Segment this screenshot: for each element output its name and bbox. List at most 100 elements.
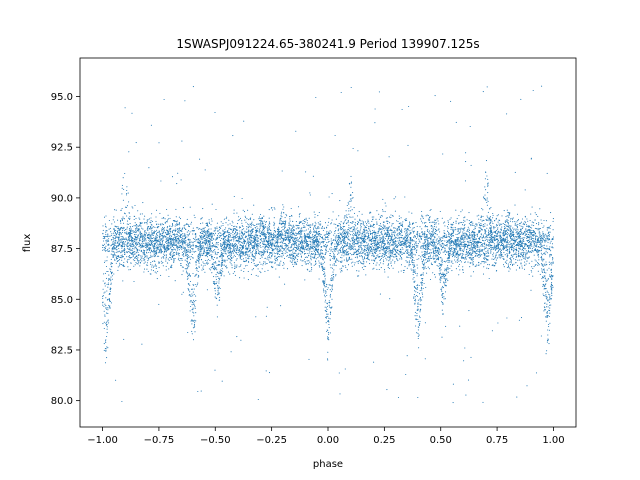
data-point	[193, 230, 195, 232]
data-point	[190, 320, 192, 322]
data-point	[109, 305, 111, 307]
data-point	[304, 260, 306, 263]
data-point	[348, 210, 350, 212]
data-point	[165, 269, 167, 271]
data-point	[256, 247, 258, 249]
data-point	[307, 252, 309, 255]
data-point	[227, 238, 230, 240]
data-point	[451, 256, 454, 258]
data-point	[517, 219, 519, 222]
data-point	[434, 233, 436, 235]
data-point	[137, 263, 139, 265]
data-point	[327, 319, 330, 322]
data-point	[541, 85, 543, 87]
data-point	[231, 239, 233, 241]
data-point	[252, 251, 254, 253]
data-point	[287, 235, 289, 237]
data-point	[242, 237, 244, 239]
data-point	[455, 121, 457, 123]
data-point	[516, 221, 518, 223]
data-point	[469, 254, 472, 256]
data-point	[283, 228, 286, 230]
data-point	[487, 231, 490, 233]
data-point	[133, 238, 135, 240]
data-point	[162, 224, 164, 226]
data-point	[344, 251, 346, 253]
data-point	[114, 258, 116, 260]
data-point	[315, 263, 317, 265]
data-point	[409, 264, 411, 266]
data-point	[234, 264, 236, 266]
data-point	[538, 231, 540, 233]
data-point	[323, 261, 326, 263]
data-point	[347, 264, 350, 266]
data-point	[397, 249, 399, 251]
data-point	[260, 251, 262, 253]
data-point	[326, 230, 328, 232]
data-point	[484, 239, 487, 241]
data-point	[132, 248, 134, 250]
data-point	[129, 218, 131, 221]
data-point	[485, 160, 488, 162]
data-point	[309, 229, 312, 231]
data-point	[447, 271, 450, 273]
data-point	[230, 248, 232, 250]
data-point	[154, 238, 156, 240]
data-point	[216, 246, 218, 249]
data-point	[236, 264, 238, 266]
data-point	[193, 293, 195, 295]
data-point	[522, 253, 525, 255]
data-point	[302, 246, 304, 248]
data-point	[486, 215, 488, 217]
data-point	[238, 241, 240, 243]
data-point	[250, 232, 253, 235]
data-point	[545, 250, 547, 252]
data-point	[156, 239, 159, 241]
data-point	[428, 219, 430, 222]
data-point	[297, 255, 299, 258]
data-point	[209, 251, 211, 253]
data-point	[422, 248, 424, 250]
data-point	[507, 265, 510, 267]
data-point	[281, 231, 283, 233]
data-point	[220, 221, 222, 223]
data-point	[313, 225, 315, 227]
data-point	[201, 269, 203, 271]
data-point	[464, 257, 466, 259]
data-point	[528, 238, 530, 240]
data-point	[104, 285, 106, 287]
data-point	[396, 252, 399, 254]
data-point	[441, 261, 443, 263]
data-point	[214, 267, 216, 269]
data-point	[494, 263, 496, 265]
data-point	[243, 242, 246, 244]
data-point	[509, 268, 511, 270]
data-point	[284, 226, 286, 228]
data-point	[169, 242, 171, 244]
data-point	[303, 258, 306, 260]
data-point	[441, 336, 443, 338]
data-point	[371, 238, 373, 241]
data-point	[488, 264, 490, 266]
data-point	[359, 220, 361, 222]
data-point	[191, 333, 193, 335]
data-point	[366, 238, 368, 240]
data-point	[461, 221, 463, 224]
data-point	[421, 273, 423, 275]
data-point	[549, 246, 551, 248]
data-point	[189, 240, 191, 242]
data-point	[351, 265, 353, 267]
data-point	[405, 249, 407, 251]
data-point	[293, 258, 295, 260]
data-point	[227, 232, 230, 234]
data-point	[411, 254, 413, 256]
data-point	[221, 234, 223, 236]
data-point	[309, 194, 311, 196]
data-point	[213, 262, 215, 264]
data-points	[102, 85, 554, 404]
data-point	[192, 244, 194, 246]
data-point	[225, 253, 227, 255]
data-point	[397, 240, 399, 242]
data-point	[507, 211, 509, 213]
data-point	[350, 231, 352, 233]
